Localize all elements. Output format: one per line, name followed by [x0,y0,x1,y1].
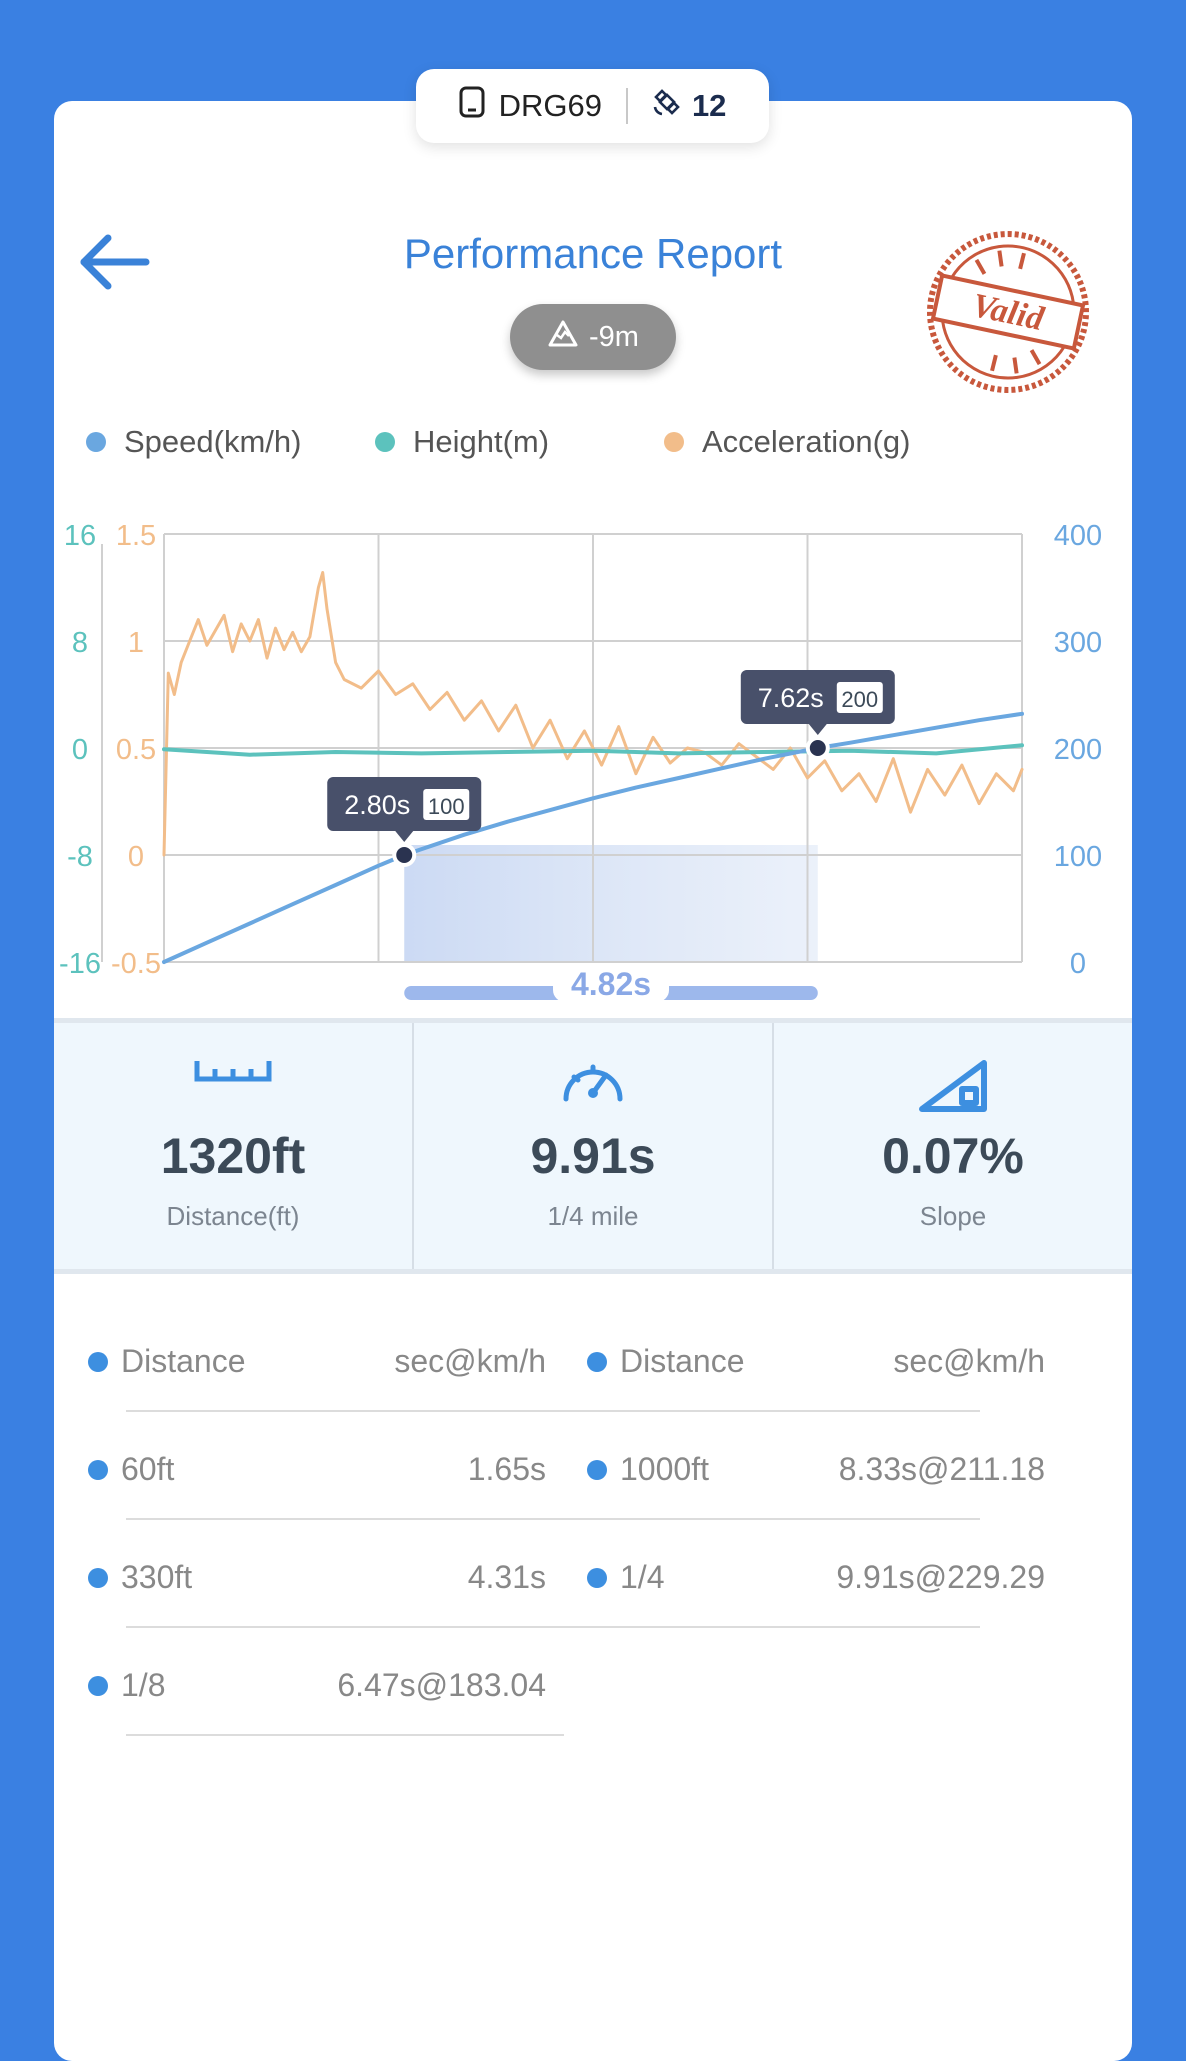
stats-panel: 1320ft Distance(ft) 9.91s 1/4 mile 0.07%… [54,1018,1132,1274]
marker-time-label: 7.62s [758,683,824,713]
split-label: 1000ft [620,1451,709,1487]
device-name: DRG69 [498,88,602,123]
split-value: 4.31s [467,1559,546,1595]
valid-stamp: Valid [922,226,1094,398]
row-divider [126,1410,980,1412]
stat-slope-value: 0.07% [882,1128,1024,1184]
split-value: 1.65s [467,1451,546,1487]
row-divider [126,1734,564,1736]
header-sec-left: sec@km/h [394,1343,546,1379]
legend-dot-acceleration [664,432,684,452]
chart-legend: Speed(km/h) Height(m) Acceleration(g) [0,424,1186,468]
header-distance-right: Distance [620,1343,745,1379]
row-dot [587,1568,607,1588]
tick-label-left-outer: 16 [64,520,96,552]
marker-speed-label: 100 [428,794,465,819]
speedometer-icon [560,1055,626,1108]
stat-quarter-mile-value: 9.91s [530,1128,656,1184]
split-value: 9.91s@229.29 [836,1559,1045,1595]
interval-label-bg [553,968,670,1002]
slope-icon [916,1055,990,1120]
stat-quarter-mile-label: 1/4 mile [547,1201,639,1231]
device-pill[interactable]: DRG69 12 [416,69,769,143]
header-dot-right [587,1352,607,1372]
satellite-icon [652,87,682,125]
marker-speed-badge [836,682,883,713]
legend-label-acceleration: Acceleration(g) [702,424,911,459]
legend-label-height: Height(m) [413,424,550,459]
tick-label-left-inner: 1 [128,627,144,659]
stat-slope-label: Slope [919,1201,987,1231]
marker-speed-label: 200 [841,687,878,712]
ruler-icon [193,1055,273,1090]
marker-tooltip-pointer [808,724,827,735]
marker-time-label: 2.80s [344,790,410,820]
tick-label-left-inner: 1.5 [116,520,156,552]
split-label: 60ft [121,1451,175,1487]
tick-label-left-inner: -0.5 [111,948,161,980]
interval-label: 4.82s [571,966,651,1002]
tick-label-left-outer: -8 [67,841,93,873]
tick-label-right: 200 [1054,734,1102,766]
tick-label-left-outer: -16 [59,948,101,980]
stat-slope: 0.07% Slope [772,1023,1132,1269]
elevation-badge: -9m [510,304,676,370]
row-dot [88,1676,108,1696]
tick-label-right: 0 [1070,948,1086,980]
legend-acceleration[interactable]: Acceleration(g) [664,424,910,460]
tick-label-left-inner: 0 [128,841,144,873]
page-title: Performance Report [403,230,783,277]
row-dot [88,1568,108,1588]
header-distance-left: Distance [121,1343,246,1379]
back-button[interactable] [78,232,152,292]
split-value: 8.33s@211.18 [838,1451,1045,1487]
row-divider [126,1626,980,1628]
row-dot [88,1460,108,1480]
stat-distance-value: 1320ft [160,1128,306,1184]
device-info: DRG69 [459,86,602,126]
legend-dot-speed [86,432,106,452]
mountain-icon [547,318,579,356]
tick-label-left-inner: 0.5 [116,734,156,766]
legend-label-speed: Speed(km/h) [124,424,302,459]
series-line-speed [162,711,1024,964]
series-line-acceleration [162,571,1024,857]
marker-speed-badge [423,789,470,820]
tick-label-left-outer: 8 [72,627,88,659]
stat-quarter-mile: 9.91s 1/4 mile [412,1023,772,1269]
marker-point [805,736,830,760]
pill-divider [625,88,628,124]
satellite-count: 12 [691,88,727,123]
elevation-value: -9m [589,320,639,353]
tick-label-right: 300 [1054,627,1102,659]
chart-svg: 16 8 0 -8 -16 1.5 1 0.5 0 -0.5 400 300 200 100 0 4.82s 2… [59,520,1102,1002]
row-divider [126,1518,980,1520]
header-dot-left [88,1352,108,1372]
tick-label-right: 400 [1054,520,1102,552]
row-dot [587,1460,607,1480]
arrow-left-icon [80,234,150,290]
tick-label-left-outer: 0 [72,734,88,766]
split-value: 6.47s@183.04 [337,1667,546,1703]
marker-point [392,843,417,867]
split-label: 330ft [121,1559,193,1595]
series-line-height [162,743,1024,757]
stat-distance-label: Distance(ft) [166,1201,300,1231]
marker-tooltip-pointer [395,831,414,842]
header-sec-right: sec@km/h [893,1343,1045,1379]
tick-label-right: 100 [1054,841,1102,873]
stat-distance: 1320ft Distance(ft) [54,1023,412,1269]
legend-speed[interactable]: Speed(km/h) [86,424,301,460]
split-label: 1/4 [620,1559,665,1595]
legend-height[interactable]: Height(m) [375,424,549,460]
interval-band [404,845,818,962]
satellite-info: 12 [652,87,726,125]
phone-icon [459,86,485,126]
legend-dot-height [375,432,395,452]
split-label: 1/8 [121,1667,166,1703]
